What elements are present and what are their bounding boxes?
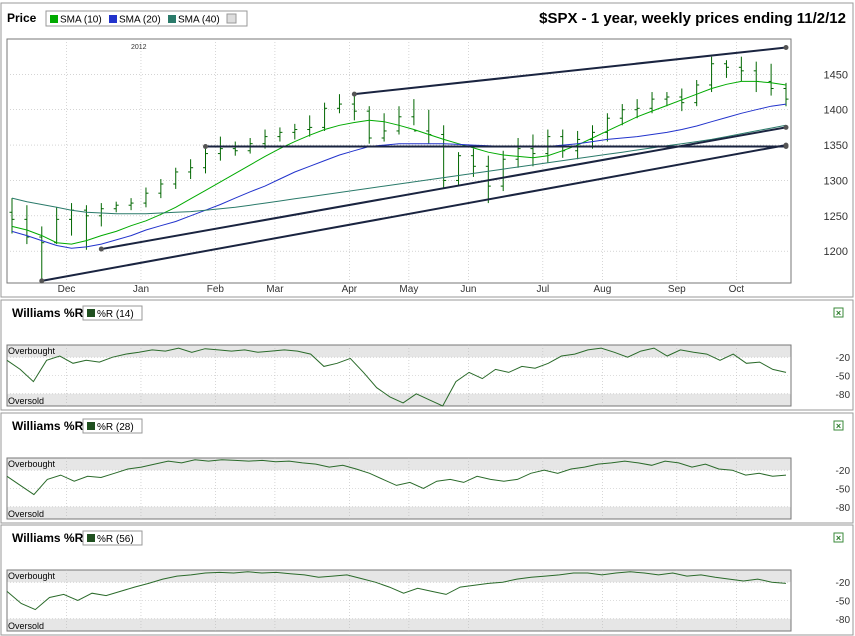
trendline-endpoint <box>783 124 789 130</box>
price-x-tick-label: Feb <box>207 284 225 295</box>
williams-y-tick-label: -80 <box>836 503 851 514</box>
trendline-endpoint <box>783 142 789 148</box>
price-bars <box>9 56 789 281</box>
price-x-tick-label: Apr <box>342 284 358 295</box>
sma-legend-box <box>45 10 248 27</box>
overbought-zone <box>7 570 791 583</box>
price-y-tick-label: 1350 <box>824 140 848 152</box>
williams-legend-label: %R (28) <box>97 422 134 433</box>
williams-y-tick-label: -20 <box>836 353 851 364</box>
price-x-axis: Dec Jan Feb Mar Apr May Jun Jul Aug Sep Oct <box>58 284 745 295</box>
oversold-label: Oversold <box>8 509 44 519</box>
overbought-label: Overbought <box>8 571 56 581</box>
trendline <box>354 46 787 96</box>
williams-y-tick-label: -50 <box>836 597 851 608</box>
williams-legend-swatch <box>87 422 95 430</box>
price-y-tick-label: 1400 <box>824 105 848 117</box>
williams-legend-label: %R (14) <box>97 309 134 320</box>
legend-close-icon[interactable] <box>226 13 237 24</box>
sma10-swatch <box>50 15 58 23</box>
williams-panel-title: Williams %R <box>12 419 84 433</box>
panel-toggle-icon <box>833 307 844 318</box>
price-y-tick-label: 1200 <box>824 246 848 258</box>
oversold-zone <box>7 506 791 519</box>
oversold-zone <box>7 618 791 631</box>
williams-y-tick-label: -20 <box>836 578 851 589</box>
williams-legend-box <box>82 530 143 546</box>
sma20-swatch <box>109 15 117 23</box>
panel-toggle-glyph: × <box>836 421 841 431</box>
williams-legend-box <box>82 418 143 434</box>
sma20-line <box>11 103 787 249</box>
williams-r-line <box>6 571 787 611</box>
price-x-tick-label: Sep <box>668 284 686 295</box>
trendline-endpoint <box>203 144 208 150</box>
williams-y-tick-label: -80 <box>836 390 851 401</box>
trendline <box>101 126 787 251</box>
price-x-tick-label: Dec <box>58 284 76 295</box>
overbought-zone <box>7 345 791 358</box>
oversold-label: Oversold <box>8 621 44 631</box>
chart-title: $SPX - 1 year, weekly prices ending 11/2… <box>539 10 846 27</box>
sma-legend: SMA (10) SMA (20) SMA (40) <box>45 10 248 27</box>
sma10-legend-label: SMA (10) <box>60 15 102 26</box>
price-x-tick-label: Jul <box>536 284 549 295</box>
trendline <box>41 144 787 282</box>
price-x-tick-label: Jun <box>460 284 476 295</box>
williams-y-tick-label: -20 <box>836 466 851 477</box>
williams-y-tick-label: -50 <box>836 372 851 383</box>
overbought-label: Overbought <box>8 346 56 356</box>
williams-r-line <box>6 347 787 407</box>
williams-y-tick-label: -80 <box>836 615 851 626</box>
price-y-tick-label: 1250 <box>824 211 848 223</box>
oversold-label: Oversold <box>8 396 44 406</box>
williams-panel-title: Williams %R <box>12 531 84 545</box>
williams-panel-title: Williams %R <box>12 306 84 320</box>
overbought-zone <box>7 458 791 471</box>
price-x-tick-label: Aug <box>593 284 611 295</box>
panel-toggle-glyph: × <box>836 308 841 318</box>
trendline-endpoint <box>39 278 45 284</box>
panel-toggle-glyph: × <box>836 533 841 543</box>
price-x-tick-label: Oct <box>729 284 745 295</box>
trendline-endpoint <box>98 246 104 252</box>
sma10-line <box>11 80 787 245</box>
panel-toggle-icon <box>833 420 844 431</box>
williams-legend-box <box>82 305 143 321</box>
trendline-endpoint <box>783 44 789 50</box>
trendlines <box>39 44 789 284</box>
overbought-label: Overbought <box>8 459 56 469</box>
price-label: Price <box>7 11 37 25</box>
williams-legend-swatch <box>87 534 95 542</box>
oversold-zone <box>7 393 791 406</box>
panel-toggle-icon <box>833 532 844 543</box>
williams-legend-swatch <box>87 309 95 317</box>
price-x-tick-label: Jan <box>133 284 149 295</box>
williams-r-line <box>6 459 787 496</box>
price-y-tick-label: 1300 <box>824 175 848 187</box>
year-marker: 2012 <box>131 44 147 51</box>
sma40-swatch <box>168 15 176 23</box>
price-plot-area <box>6 38 792 284</box>
williams-legend-label: %R (56) <box>97 534 134 545</box>
sma20-legend-label: SMA (20) <box>119 15 161 26</box>
trendline-endpoint <box>351 91 357 97</box>
sma40-legend-label: SMA (40) <box>178 15 220 26</box>
price-y-axis: 1200 1250 1300 1350 1400 1450 <box>824 69 848 258</box>
price-x-tick-label: May <box>399 284 418 295</box>
price-x-tick-label: Mar <box>266 284 284 295</box>
williams-panels: Williams %R %R (14) × Overbought Oversold -20… <box>0 299 854 636</box>
williams-y-tick-label: -50 <box>836 485 851 496</box>
price-y-tick-label: 1450 <box>824 69 848 81</box>
